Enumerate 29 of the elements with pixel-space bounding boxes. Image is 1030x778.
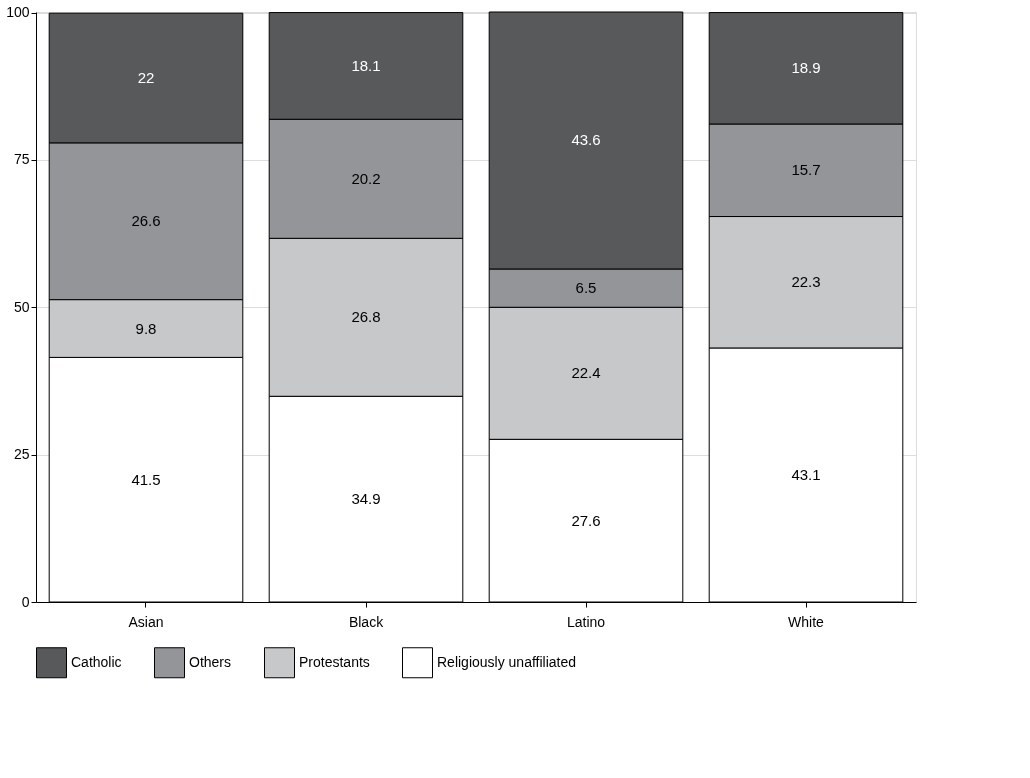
legend-label: Religiously unaffiliated xyxy=(437,653,577,670)
data-label: 22.4 xyxy=(571,364,601,382)
y-tick-label: 0 xyxy=(21,593,30,610)
x-tick-label: White xyxy=(788,613,825,630)
x-tick-label: Latino xyxy=(566,613,606,630)
x-tick-label: Asian xyxy=(128,613,164,630)
legend-label: Protestants xyxy=(299,653,370,670)
y-tick-label: 50 xyxy=(13,298,30,315)
data-label: 22.3 xyxy=(791,273,821,291)
data-label: 26.6 xyxy=(131,212,161,230)
data-label: 18.9 xyxy=(791,59,821,77)
data-label: 6.5 xyxy=(575,279,597,297)
data-label: 20.2 xyxy=(351,169,381,187)
data-label: 43.1 xyxy=(791,465,821,483)
data-label: 27.6 xyxy=(571,511,601,529)
data-label: 9.8 xyxy=(135,319,157,337)
legend-label: Others xyxy=(189,653,232,670)
data-label: 43.6 xyxy=(571,131,601,149)
x-tick-label: Black xyxy=(348,613,385,630)
data-label: 34.9 xyxy=(351,490,381,508)
y-tick-label: 75 xyxy=(13,151,30,168)
legend-label: Catholic xyxy=(71,653,122,670)
data-label: 22 xyxy=(137,69,155,87)
data-label: 18.1 xyxy=(351,56,381,74)
data-label: 41.5 xyxy=(131,470,161,488)
data-label: 26.8 xyxy=(351,308,381,326)
data-label: 15.7 xyxy=(791,161,821,179)
y-tick-label: 25 xyxy=(13,446,30,463)
y-tick-label: 100 xyxy=(6,4,30,21)
